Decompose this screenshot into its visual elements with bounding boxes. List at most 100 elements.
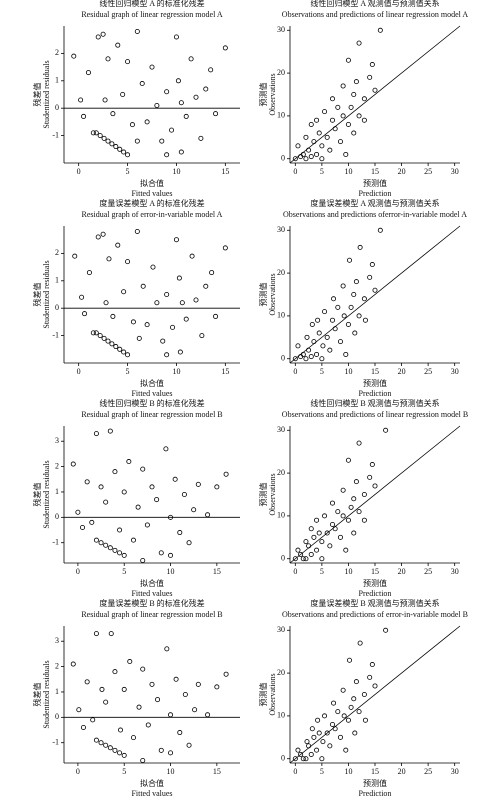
point xyxy=(324,134,330,140)
y-tick-label: 3 xyxy=(55,636,59,645)
point xyxy=(322,513,328,519)
point xyxy=(320,343,326,349)
point xyxy=(343,151,349,157)
point xyxy=(332,726,338,732)
point xyxy=(195,681,201,687)
point xyxy=(314,151,320,157)
point xyxy=(383,427,389,433)
x-tick-label: 15 xyxy=(371,767,379,776)
point xyxy=(149,681,155,687)
y-tick-label: 30 xyxy=(277,625,285,634)
point xyxy=(362,317,368,323)
point xyxy=(315,717,321,723)
point xyxy=(308,354,314,360)
point xyxy=(130,537,136,543)
point xyxy=(337,734,343,740)
x-axis-label: 拟合值 xyxy=(140,178,164,188)
point xyxy=(125,352,131,358)
point xyxy=(315,317,321,323)
point xyxy=(80,724,86,730)
point xyxy=(356,40,362,46)
point xyxy=(95,34,101,40)
point xyxy=(107,745,113,751)
point xyxy=(214,484,220,490)
point xyxy=(356,440,362,446)
point xyxy=(353,479,359,485)
point xyxy=(343,351,349,357)
point xyxy=(101,335,107,341)
point xyxy=(140,283,146,289)
y-tick-label: 2 xyxy=(55,48,59,57)
point xyxy=(331,700,337,706)
point xyxy=(356,709,362,715)
chart-subtitle: Residual graph of linear regression mode… xyxy=(81,410,222,419)
y-tick-label: 2 xyxy=(55,248,59,257)
point xyxy=(76,707,82,713)
y-tick-label: 0 xyxy=(55,512,59,521)
point xyxy=(335,709,341,715)
point xyxy=(103,499,109,505)
y-tick-label: 10 xyxy=(277,311,285,320)
point xyxy=(173,676,179,682)
point xyxy=(93,537,99,543)
point xyxy=(343,747,349,753)
chart-title: 线性回归模型 B 观测值与预测值关系 xyxy=(310,398,439,408)
point xyxy=(120,92,126,98)
point xyxy=(345,121,351,127)
point xyxy=(136,335,142,341)
chart-title: 度量误差模型 A 观测值与预测值关系 xyxy=(310,198,439,208)
x-tick-label: 30 xyxy=(451,567,459,576)
x-tick-label: 15 xyxy=(213,767,221,776)
point xyxy=(292,756,298,762)
point xyxy=(121,149,127,155)
identity-line xyxy=(289,25,461,164)
y-tick-label: 20 xyxy=(277,68,285,77)
point xyxy=(316,730,322,736)
chart-subtitle: Residual graph of linear regression mode… xyxy=(81,610,222,619)
point xyxy=(306,347,312,353)
y-axis-label-en: Studentized residuals xyxy=(42,60,51,128)
point xyxy=(86,270,92,276)
point xyxy=(335,509,341,515)
point xyxy=(320,739,326,745)
point xyxy=(168,514,174,520)
point xyxy=(332,526,338,532)
y-tick-label: 10 xyxy=(277,511,285,520)
point xyxy=(322,713,328,719)
point xyxy=(145,722,151,728)
point xyxy=(177,730,183,736)
x-axis-label-en: Fitted values xyxy=(131,589,172,598)
point xyxy=(316,130,322,136)
point xyxy=(372,483,378,489)
point xyxy=(186,742,192,748)
chart-title: 度量误差模型 A 的标准化残差 xyxy=(99,198,204,208)
point xyxy=(84,479,90,485)
point xyxy=(90,717,96,723)
x-tick-label: 10 xyxy=(167,567,175,576)
point xyxy=(340,113,346,119)
point xyxy=(295,547,301,553)
point xyxy=(369,662,375,668)
point xyxy=(121,289,127,295)
point xyxy=(335,104,341,110)
point xyxy=(101,135,107,141)
point xyxy=(319,539,325,545)
x-tick-label: 0 xyxy=(293,767,297,776)
x-tick-label: 15 xyxy=(371,167,379,176)
y-axis-label-en: Studentized residuals xyxy=(42,460,51,528)
point xyxy=(97,133,103,139)
point xyxy=(345,717,351,723)
y-tick-label: 3 xyxy=(55,436,59,445)
point xyxy=(121,686,127,692)
point xyxy=(121,349,127,355)
point xyxy=(170,324,176,330)
y-tick-label: 1 xyxy=(55,76,59,85)
point xyxy=(155,697,161,703)
point xyxy=(95,234,101,240)
point xyxy=(93,631,99,637)
point xyxy=(298,551,304,557)
y-tick-label: -1 xyxy=(52,130,59,139)
y-axis-label: 残差值 xyxy=(32,483,42,507)
point xyxy=(125,259,131,265)
